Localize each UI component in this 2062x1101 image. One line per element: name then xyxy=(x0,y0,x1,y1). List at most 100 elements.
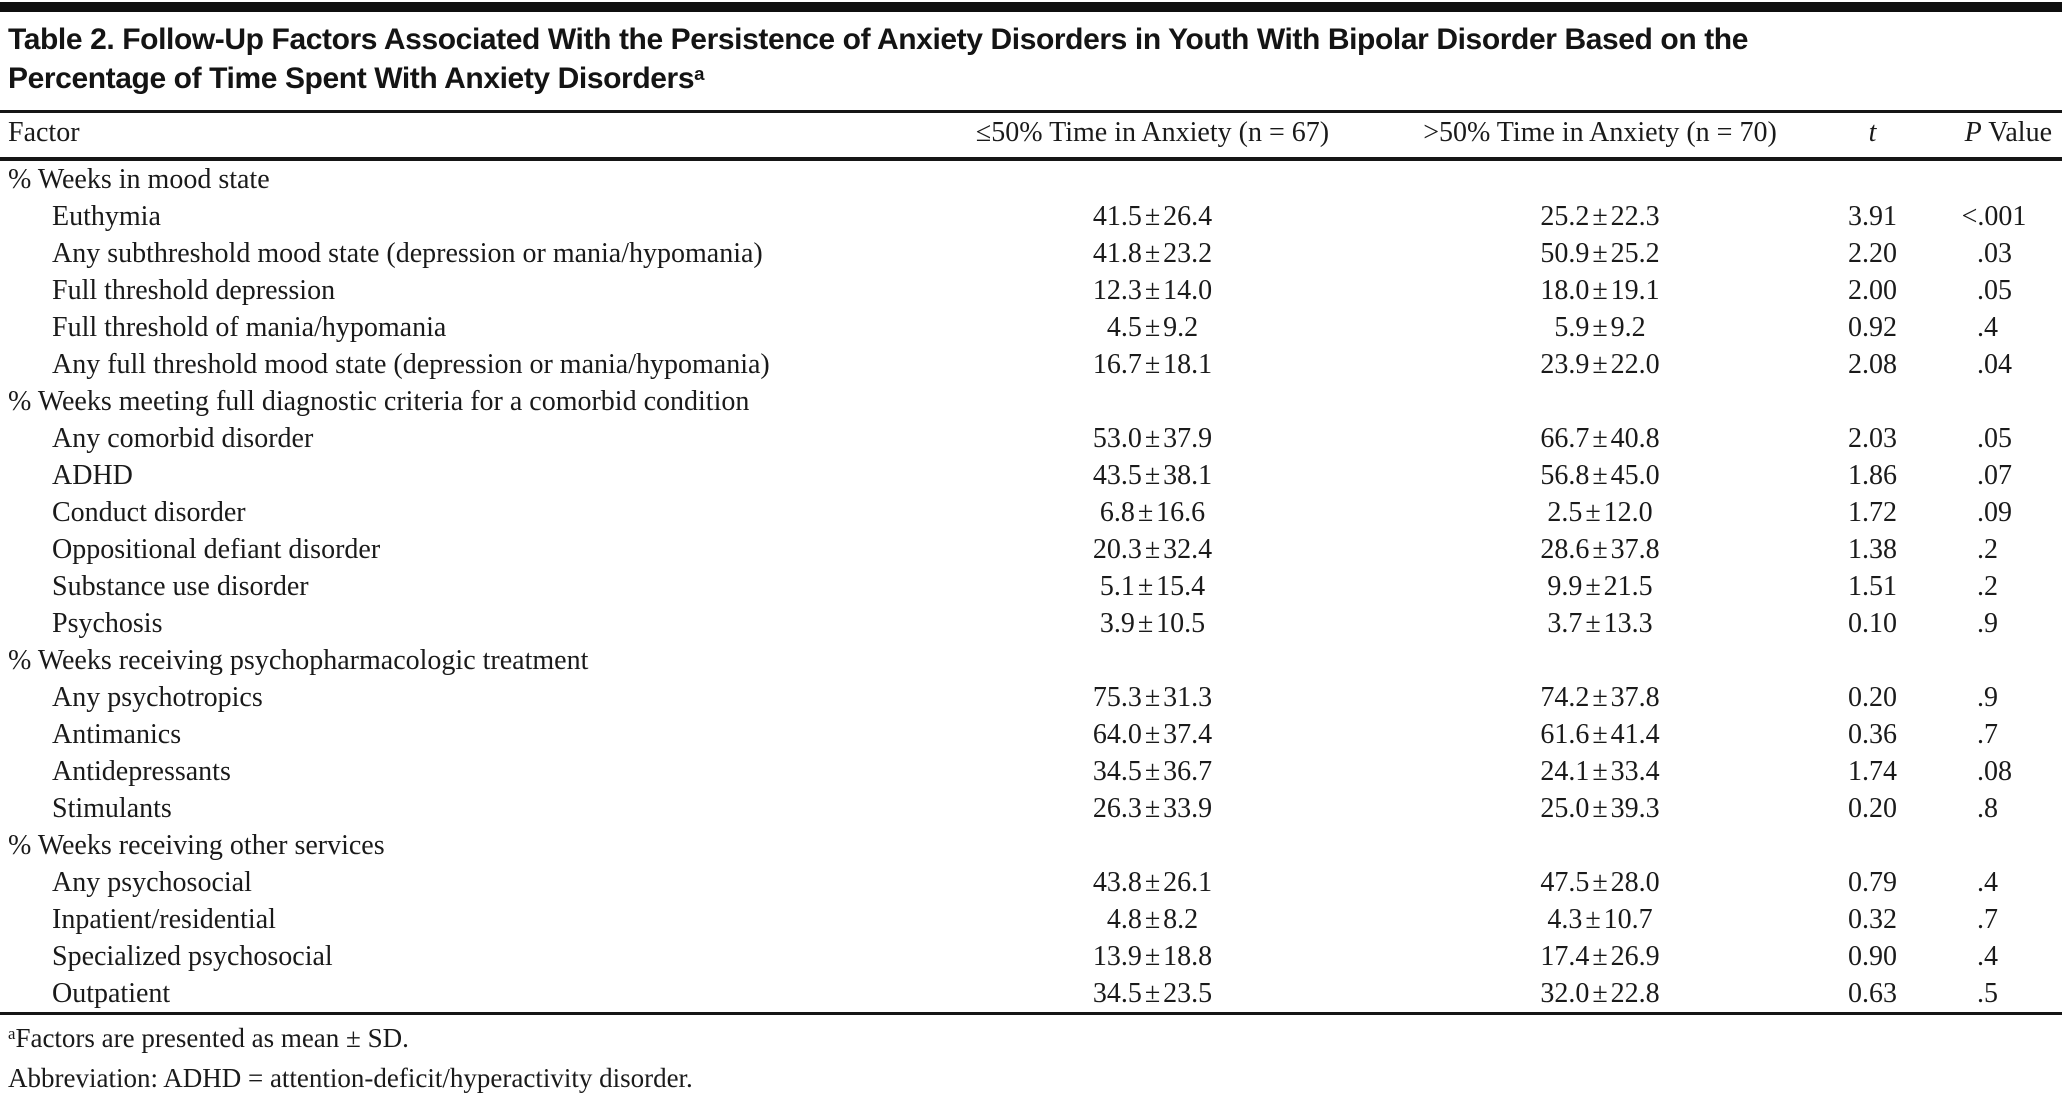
table-row: Specialized psychosocial 13.9 ± 18.8 17.4 … xyxy=(0,938,2062,975)
cell-factor: Conduct disorder xyxy=(52,497,246,528)
cell-c1: 3.9 ± 10.5 xyxy=(1099,608,1206,639)
footnote-text: Factors are presented as mean ± SD. xyxy=(15,1023,409,1053)
footnote-abbreviation: Abbreviation: ADHD = attention-deficit/h… xyxy=(8,1060,2054,1096)
cell-c2: 61.6 ± 41.4 xyxy=(1540,719,1660,750)
table-row: Euthymia 41.5 ± 26.4 25.2 ± 22.3 3.91 <.001 xyxy=(0,198,2062,235)
cell-c1: 20.3 ± 32.4 xyxy=(1092,534,1213,565)
table-row: Psychosis 3.9 ± 10.5 3.7 ± 13.3 0.10 .9 xyxy=(0,605,2062,642)
cell-c1: 43.5 ± 38.1 xyxy=(1092,460,1213,491)
cell-t: 0.20 xyxy=(1848,793,1897,824)
table-row: Substance use disorder 5.1 ± 15.4 9.9 ± 21… xyxy=(0,568,2062,605)
p-value: .03 xyxy=(1977,238,2012,269)
cell-p: .9 xyxy=(1920,605,2062,642)
cell-c2: 28.6 ± 37.8 xyxy=(1540,534,1660,565)
table-row: Any psychotropics 75.3 ± 31.3 74.2 ± 37.8 0… xyxy=(0,679,2062,716)
column-header-pvalue: P Value xyxy=(1920,113,2062,161)
cell-p: .4 xyxy=(1920,938,2062,975)
table-row: Any full threshold mood state (depressio… xyxy=(0,346,2062,383)
cell-t: 0.36 xyxy=(1848,719,1897,750)
cell-t: 1.51 xyxy=(1848,571,1897,602)
table-title: Table 2. Follow-Up Factors Associated Wi… xyxy=(0,20,2062,113)
cell-t: 1.72 xyxy=(1848,497,1897,528)
cell-p: .07 xyxy=(1920,457,2062,494)
p-value: .05 xyxy=(1977,275,2012,306)
p-value: .05 xyxy=(1977,423,2012,454)
cell-factor: Antidepressants xyxy=(52,756,231,787)
cell-t: 1.86 xyxy=(1848,460,1897,491)
cell-p: .2 xyxy=(1920,531,2062,568)
table-row: Conduct disorder 6.8 ± 16.6 2.5 ± 12.0 1.72… xyxy=(0,494,2062,531)
table-row: Any psychosocial 43.8 ± 26.1 47.5 ± 28.0 0.… xyxy=(0,864,2062,901)
cell-p: .5 xyxy=(1920,975,2062,1012)
cell-c1: 53.0 ± 37.9 xyxy=(1092,423,1213,454)
section-row: % Weeks in mood state xyxy=(0,159,2062,198)
cell-c2: 50.9 ± 25.2 xyxy=(1540,238,1660,269)
table-row: Stimulants 26.3 ± 33.9 25.0 ± 39.3 0.20 .8 xyxy=(0,790,2062,827)
p-value: .9 xyxy=(1977,682,1998,713)
cell-factor: ADHD xyxy=(52,460,133,491)
table-title-line2-text: Percentage of Time Spent With Anxiety Di… xyxy=(8,62,695,95)
section-row: % Weeks receiving psychopharmacologic tr… xyxy=(0,642,2062,679)
footnote-marker: a xyxy=(8,1024,16,1044)
p-rest: Value xyxy=(1981,117,2052,148)
cell-factor: Full threshold of mania/hypomania xyxy=(52,312,447,343)
cell-factor: Full threshold depression xyxy=(52,275,336,306)
cell-factor: Specialized psychosocial xyxy=(52,941,333,972)
cell-t: 3.91 xyxy=(1848,201,1897,232)
cell-factor: Psychosis xyxy=(52,608,163,639)
cell-p: .04 xyxy=(1920,346,2062,383)
cell-c2: 17.4 ± 26.9 xyxy=(1540,941,1660,972)
table-row: Any subthreshold mood state (depression … xyxy=(0,235,2062,272)
top-rule xyxy=(0,2,2062,12)
cell-p: .05 xyxy=(1920,420,2062,457)
cell-p: .4 xyxy=(1920,864,2062,901)
section-label: % Weeks meeting full diagnostic criteria… xyxy=(8,386,750,417)
cell-factor: Any subthreshold mood state (depression … xyxy=(52,238,763,269)
table-row: ADHD 43.5 ± 38.1 56.8 ± 45.0 1.86 .07 xyxy=(0,457,2062,494)
cell-t: 1.74 xyxy=(1848,756,1897,787)
table-row: Full threshold depression 12.3 ± 14.0 18.0… xyxy=(0,272,2062,309)
p-value: .09 xyxy=(1977,497,2012,528)
cell-c1: 64.0 ± 37.4 xyxy=(1092,719,1213,750)
cell-c1: 6.8 ± 16.6 xyxy=(1099,497,1206,528)
cell-factor: Any comorbid disorder xyxy=(52,423,314,454)
cell-p: .05 xyxy=(1920,272,2062,309)
cell-c1: 75.3 ± 31.3 xyxy=(1092,682,1213,713)
cell-c2: 32.0 ± 22.8 xyxy=(1540,978,1660,1009)
p-value: .4 xyxy=(1977,941,1998,972)
cell-p: .2 xyxy=(1920,568,2062,605)
cell-p: .4 xyxy=(1920,309,2062,346)
cell-p: .08 xyxy=(1920,753,2062,790)
cell-c1: 34.5 ± 23.5 xyxy=(1092,978,1213,1009)
section-label: % Weeks in mood state xyxy=(8,164,270,195)
cell-c1: 34.5 ± 36.7 xyxy=(1092,756,1213,787)
cell-c1: 43.8 ± 26.1 xyxy=(1092,867,1213,898)
cell-t: 0.90 xyxy=(1848,941,1897,972)
p-value: <.001 xyxy=(1961,201,2027,232)
cell-c1: 5.1 ± 15.4 xyxy=(1099,571,1206,602)
cell-c2: 3.7 ± 13.3 xyxy=(1547,608,1653,639)
p-value: .7 xyxy=(1977,904,1998,935)
footnotes: aFactors are presented as mean ± SD. Abb… xyxy=(0,1012,2062,1101)
cell-t: 1.38 xyxy=(1848,534,1897,565)
cell-c2: 5.9 ± 9.2 xyxy=(1554,312,1646,343)
table-row: Antimanics 64.0 ± 37.4 61.6 ± 41.4 0.36 .7 xyxy=(0,716,2062,753)
table-title-line1: Table 2. Follow-Up Factors Associated Wi… xyxy=(8,23,1749,56)
cell-c1: 4.5 ± 9.2 xyxy=(1106,312,1199,343)
column-header-t: t xyxy=(1825,113,1920,161)
column-header-gt50: >50% Time in Anxiety (n = 70) xyxy=(1375,113,1825,161)
cell-c2: 25.2 ± 22.3 xyxy=(1540,201,1660,232)
cell-c2: 74.2 ± 37.8 xyxy=(1540,682,1660,713)
header-row: Factor ≤50% Time in Anxiety (n = 67) >50… xyxy=(0,113,2062,161)
section-row: % Weeks receiving other services xyxy=(0,827,2062,864)
cell-p: <.001 xyxy=(1920,198,2062,235)
p-value: .9 xyxy=(1977,608,1998,639)
cell-c2: 2.5 ± 12.0 xyxy=(1547,497,1653,528)
cell-c1: 16.7 ± 18.1 xyxy=(1092,349,1213,380)
cell-c1: 41.5 ± 26.4 xyxy=(1092,201,1213,232)
p-value: .04 xyxy=(1977,349,2012,380)
cell-c2: 25.0 ± 39.3 xyxy=(1540,793,1660,824)
cell-t: 0.63 xyxy=(1848,978,1897,1009)
p-value: .8 xyxy=(1977,793,1998,824)
cell-p: .7 xyxy=(1920,901,2062,938)
